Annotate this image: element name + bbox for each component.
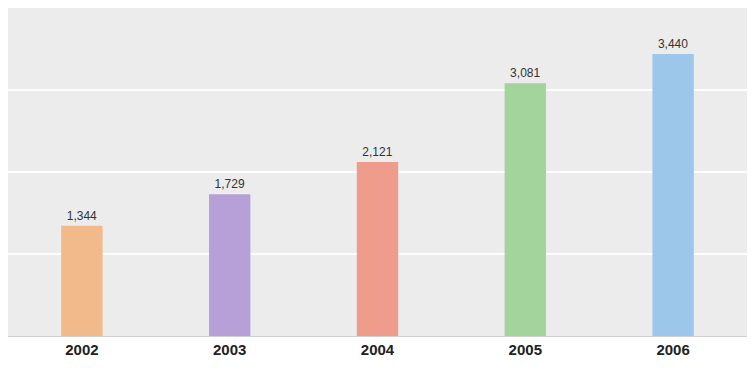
svg-text:1,344: 1,344	[67, 209, 97, 223]
svg-text:2006: 2006	[656, 341, 689, 358]
svg-text:3,081: 3,081	[510, 66, 540, 80]
svg-text:1,729: 1,729	[215, 177, 245, 191]
svg-text:2005: 2005	[509, 341, 542, 358]
svg-text:2,121: 2,121	[362, 145, 392, 159]
svg-text:3,440: 3,440	[658, 37, 688, 51]
svg-text:2002: 2002	[65, 341, 98, 358]
svg-text:2003: 2003	[213, 341, 246, 358]
svg-text:2004: 2004	[361, 341, 395, 358]
